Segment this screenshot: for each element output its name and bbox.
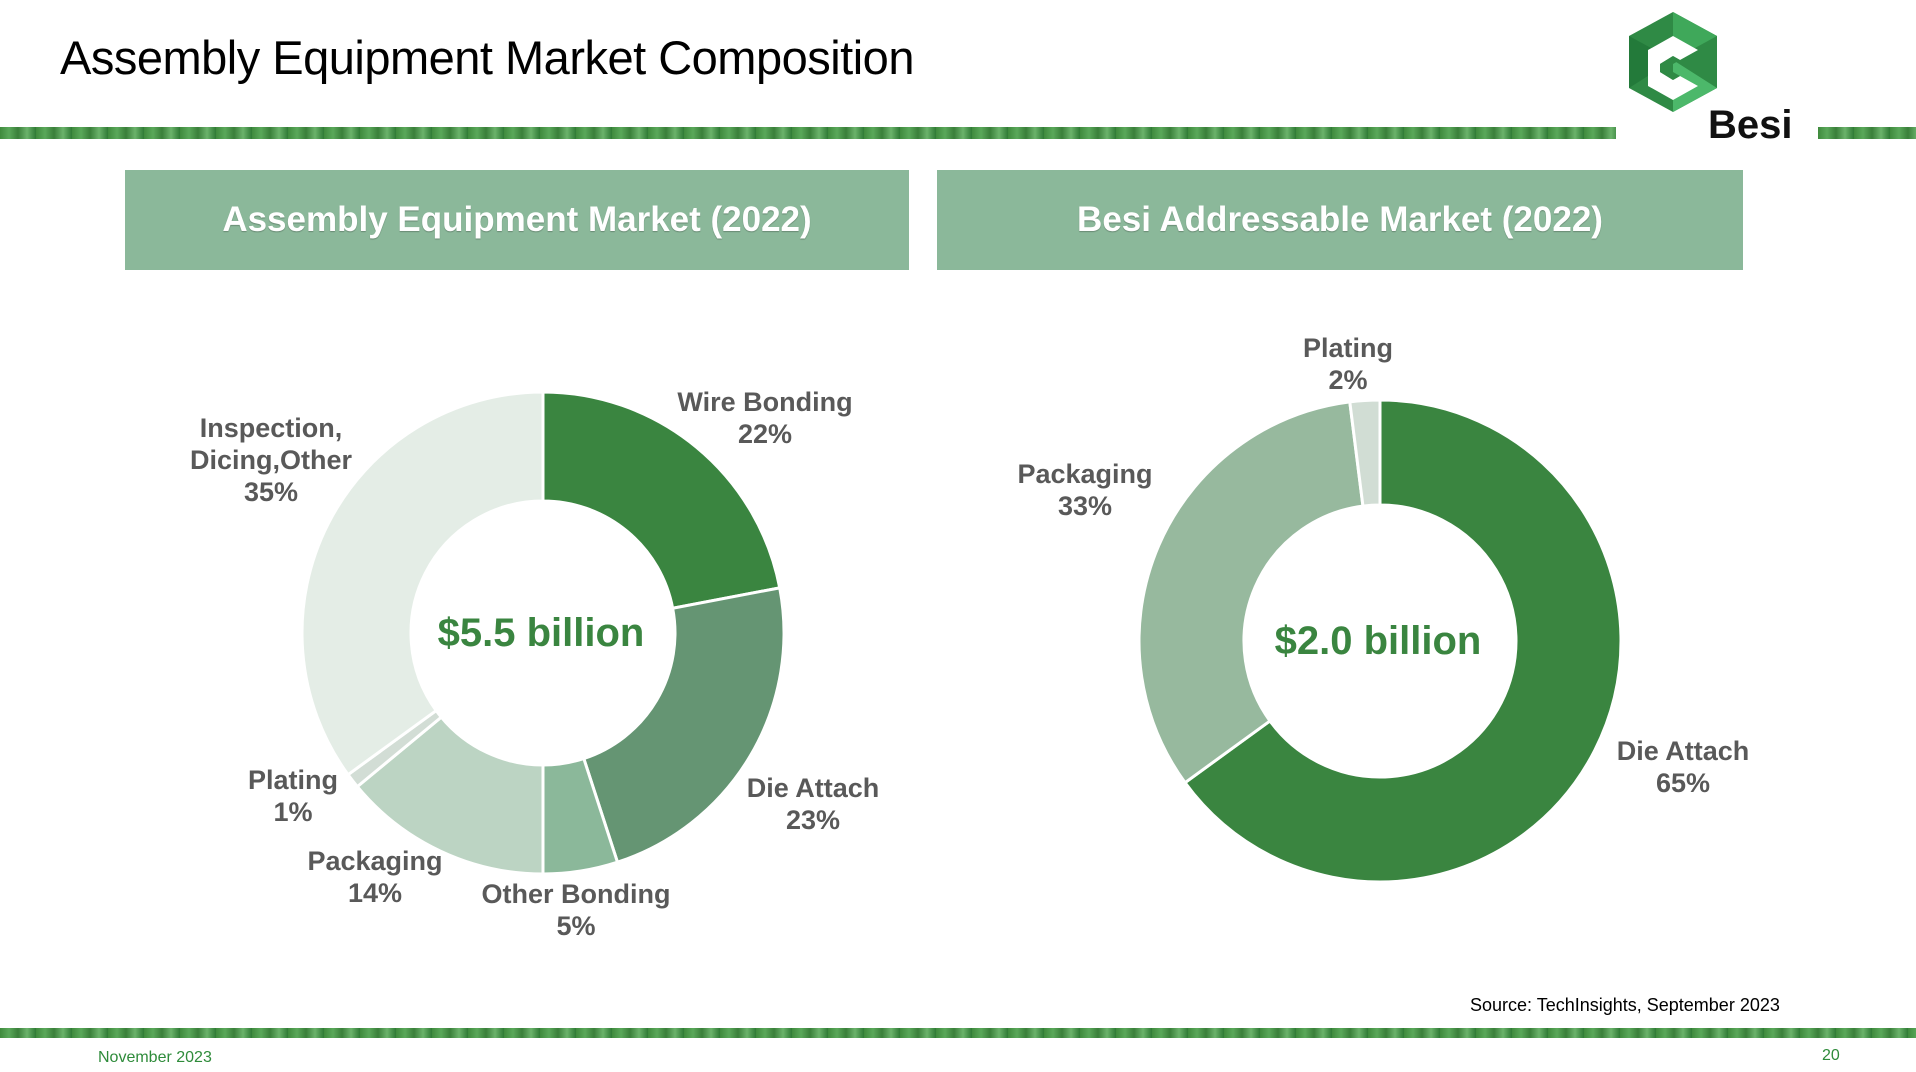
chart1-label-wire-bonding: Wire Bonding 22% [677,387,852,449]
besi-logo: Besi [1629,12,1793,142]
chart2-label-packaging: Packaging 33% [1017,459,1152,521]
chart1-slice-wire-bonding [541,390,782,611]
chart2-center-label: $2.0 billion [1275,619,1482,663]
chart2-slice-packaging [1137,400,1365,785]
chart1-slice-die-attach [581,586,786,865]
footer-band [0,1028,1916,1038]
page-number: 20 [1822,1047,1840,1064]
chart2-slice-plating [1348,398,1382,508]
svg-text:Besi: Besi [1708,103,1793,142]
panel-header-assembly: Assembly Equipment Market (2022) [125,170,909,270]
header-band-right [1818,127,1916,139]
chart1-label-inspection-dicing-other: Inspection, Dicing,Other 35% [190,413,353,507]
chart1-label-die-attach: Die Attach 23% [747,773,880,835]
besi-logo-icon [1629,12,1717,112]
chart1-label-packaging: Packaging 14% [307,846,442,908]
chart1-slice-inspection-dicing-other [300,390,545,777]
chart2-label-plating: Plating 2% [1303,333,1393,395]
header-band-left [0,127,1616,139]
panel-header-besi: Besi Addressable Market (2022) [937,170,1743,270]
source-note: Source: TechInsights, September 2023 [1470,995,1780,1015]
chart1-label-plating: Plating 1% [248,765,338,827]
chart1-label-other-bonding: Other Bonding 5% [482,879,671,941]
chart2-label-die-attach: Die Attach 65% [1617,736,1750,798]
footer-date: November 2023 [98,1049,212,1066]
slide-title: Assembly Equipment Market Composition [60,31,914,84]
chart1-center-label: $5.5 billion [438,611,645,655]
chart2-slice-die-attach [1182,398,1623,884]
